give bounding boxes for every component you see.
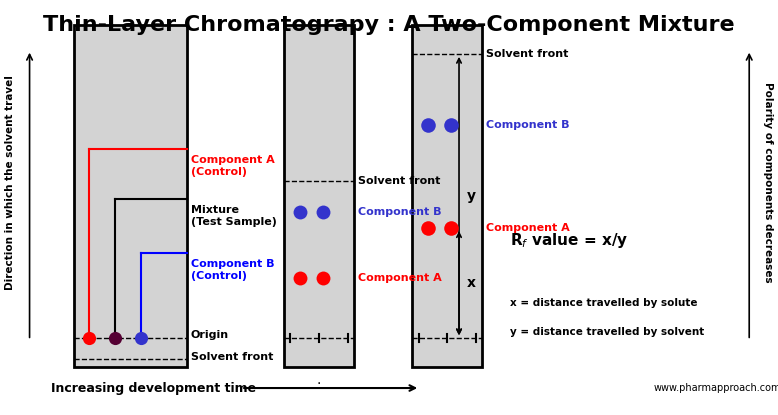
Text: www.pharmapproach.com: www.pharmapproach.com: [654, 383, 778, 393]
Bar: [284, 25, 354, 367]
Point: [317, 275, 329, 281]
Point: [422, 225, 434, 232]
Point: [293, 208, 306, 215]
Text: Solvent front: Solvent front: [486, 49, 569, 59]
Text: x: x: [467, 276, 476, 290]
Text: Component B
(Control): Component B (Control): [191, 259, 274, 281]
Text: Solvent front: Solvent front: [358, 176, 440, 186]
Text: Mixture
(Test Sample): Mixture (Test Sample): [191, 205, 276, 227]
Text: Direction in which the solvent travel: Direction in which the solvent travel: [5, 75, 15, 290]
Text: Component B: Component B: [486, 120, 569, 129]
Text: Increasing development time: Increasing development time: [51, 381, 256, 395]
Point: [445, 121, 457, 128]
Text: y: y: [467, 189, 476, 203]
Point: [317, 208, 329, 215]
Text: x = distance travelled by solute: x = distance travelled by solute: [510, 298, 697, 308]
Point: [83, 335, 96, 342]
Point: [293, 275, 306, 281]
Text: Component A: Component A: [358, 273, 442, 283]
Text: Component A
(Control): Component A (Control): [191, 155, 275, 177]
Text: Thin-Layer Chromatograpy : A Two-Component Mixture: Thin-Layer Chromatograpy : A Two-Compone…: [44, 15, 734, 34]
Point: [135, 335, 147, 342]
Bar: [412, 25, 482, 367]
Text: y = distance travelled by solvent: y = distance travelled by solvent: [510, 327, 704, 337]
Text: R$_f$ value = x/y: R$_f$ value = x/y: [510, 231, 628, 250]
Text: Solvent front: Solvent front: [191, 352, 273, 362]
Text: Component B: Component B: [358, 207, 441, 217]
Point: [445, 225, 457, 232]
Point: [422, 121, 434, 128]
Text: Origin: Origin: [191, 330, 229, 340]
Bar: [74, 25, 187, 367]
Point: [109, 335, 121, 342]
Text: .: .: [317, 373, 321, 387]
Text: Component A: Component A: [486, 223, 570, 233]
Text: Polarity of components decreases: Polarity of components decreases: [763, 82, 773, 283]
